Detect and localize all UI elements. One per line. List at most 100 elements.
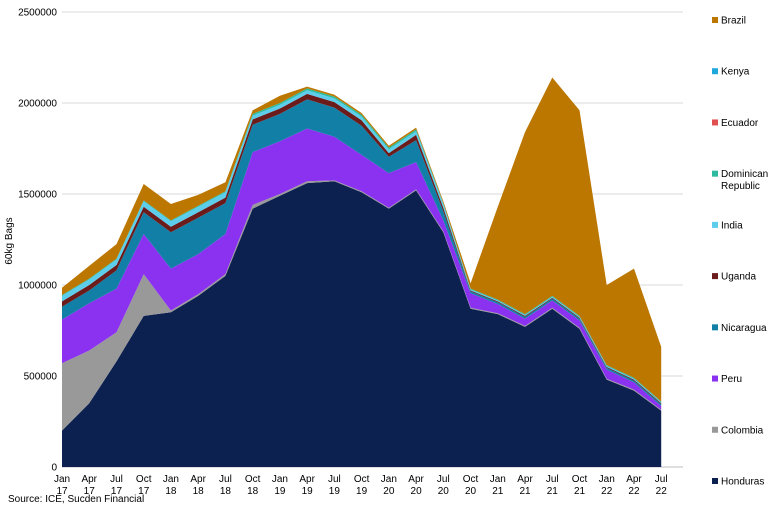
svg-text:Oct: Oct <box>572 474 588 485</box>
svg-text:Jul: Jul <box>546 474 559 485</box>
svg-text:17: 17 <box>111 486 123 497</box>
legend-label: Kenya <box>721 67 750 78</box>
area-colombia <box>62 180 662 431</box>
svg-text:Jul: Jul <box>437 474 450 485</box>
svg-text:19: 19 <box>274 486 286 497</box>
legend-item-ecuador: Ecuador <box>712 118 759 129</box>
legend-item-uganda: Uganda <box>712 272 756 283</box>
svg-text:Apr: Apr <box>517 474 533 485</box>
legend-swatch <box>712 324 718 331</box>
area-brazil <box>62 77 662 402</box>
svg-text:18: 18 <box>247 486 259 497</box>
legend-label: Uganda <box>721 272 756 283</box>
legend-swatch <box>712 170 718 177</box>
svg-text:Apr: Apr <box>190 474 206 485</box>
y-axis-title: 60kg Bags <box>4 217 15 264</box>
area-peru <box>62 128 662 410</box>
legend-swatch <box>712 426 718 433</box>
svg-text:22: 22 <box>656 486 668 497</box>
svg-text:20: 20 <box>383 486 395 497</box>
svg-text:Jan: Jan <box>381 474 397 485</box>
svg-text:Jan: Jan <box>163 474 179 485</box>
svg-text:17: 17 <box>84 486 96 497</box>
source-note: Source: ICE, Sucden Financial <box>8 494 145 505</box>
legend-swatch <box>712 375 718 382</box>
legend-label: Brazil <box>721 16 746 27</box>
y-tick-label: 2500000 <box>18 8 57 19</box>
svg-text:Apr: Apr <box>299 474 315 485</box>
svg-text:19: 19 <box>329 486 341 497</box>
legend-item-brazil: Brazil <box>712 16 746 27</box>
legend-swatch <box>712 273 718 280</box>
svg-text:21: 21 <box>547 486 559 497</box>
legend-label: Peru <box>721 374 742 385</box>
legend-swatch <box>712 68 718 75</box>
svg-text:19: 19 <box>302 486 314 497</box>
y-tick-label: 500000 <box>24 372 58 383</box>
legend-swatch <box>712 119 718 126</box>
svg-text:Oct: Oct <box>245 474 261 485</box>
svg-text:19: 19 <box>356 486 368 497</box>
svg-text:Jan: Jan <box>490 474 506 485</box>
svg-text:20: 20 <box>411 486 423 497</box>
y-tick-label: 1500000 <box>18 190 57 201</box>
svg-text:Jul: Jul <box>219 474 232 485</box>
svg-text:Oct: Oct <box>463 474 479 485</box>
svg-text:21: 21 <box>519 486 531 497</box>
legend-item-colombia: Colombia <box>712 425 764 436</box>
svg-text:Apr: Apr <box>81 474 97 485</box>
svg-text:Jul: Jul <box>328 474 341 485</box>
area-nicaragua <box>62 99 662 407</box>
legend-label: Nicaragua <box>721 323 767 334</box>
svg-text:Oct: Oct <box>354 474 370 485</box>
svg-text:18: 18 <box>220 486 232 497</box>
legend-label: Dominican <box>721 169 768 180</box>
x-axis-ticks: Jan17Apr17Jul17Oct17Jan18Apr18Jul18Oct18… <box>54 474 668 497</box>
y-tick-label: 1000000 <box>18 281 57 292</box>
svg-text:22: 22 <box>628 486 640 497</box>
svg-text:22: 22 <box>601 486 613 497</box>
legend-label: Honduras <box>721 477 764 488</box>
y-axis-ticks: 0 500000 1000000 1500000 2000000 2500000 <box>18 8 57 474</box>
legend-label: India <box>721 220 743 231</box>
svg-text:17: 17 <box>138 486 150 497</box>
legend-label: Republic <box>721 181 760 192</box>
svg-text:Jul: Jul <box>110 474 123 485</box>
svg-text:Apr: Apr <box>408 474 424 485</box>
legend-swatch <box>712 17 718 23</box>
legend-swatch <box>712 221 718 228</box>
legend-item-kenya: Kenya <box>712 67 750 78</box>
y-tick-label: 0 <box>51 463 57 474</box>
area-series <box>62 77 662 468</box>
legend-label: Ecuador <box>721 118 759 129</box>
legend-item-india: India <box>712 220 743 231</box>
svg-text:Jul: Jul <box>655 474 668 485</box>
legend-item-nicaragua: Nicaragua <box>712 323 767 334</box>
legend-label: Colombia <box>721 425 764 436</box>
svg-text:20: 20 <box>465 486 477 497</box>
svg-text:21: 21 <box>492 486 504 497</box>
legend-swatch <box>712 478 718 484</box>
